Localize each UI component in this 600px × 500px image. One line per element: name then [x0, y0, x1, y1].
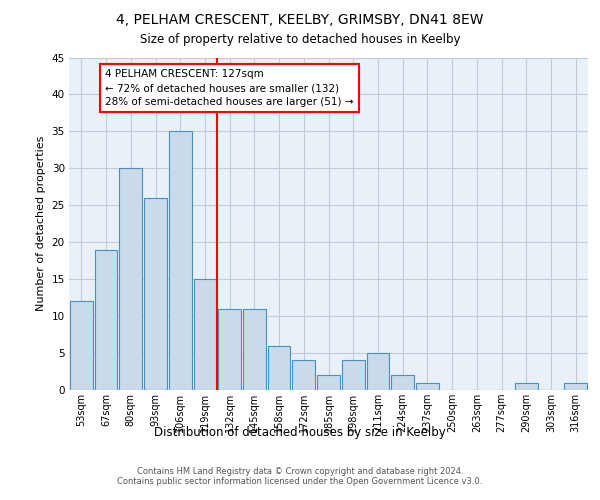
Bar — [218, 308, 241, 390]
Bar — [95, 250, 118, 390]
Bar — [194, 279, 216, 390]
Bar — [367, 353, 389, 390]
Bar — [144, 198, 167, 390]
Text: Contains public sector information licensed under the Open Government Licence v3: Contains public sector information licen… — [118, 477, 482, 486]
Bar — [342, 360, 365, 390]
Text: 4, PELHAM CRESCENT, KEELBY, GRIMSBY, DN41 8EW: 4, PELHAM CRESCENT, KEELBY, GRIMSBY, DN4… — [116, 12, 484, 26]
Bar — [292, 360, 315, 390]
Bar — [243, 308, 266, 390]
Bar — [515, 382, 538, 390]
Text: Size of property relative to detached houses in Keelby: Size of property relative to detached ho… — [140, 32, 460, 46]
Bar — [70, 302, 93, 390]
Bar — [317, 375, 340, 390]
Bar — [564, 382, 587, 390]
Bar — [268, 346, 290, 390]
Bar — [169, 132, 191, 390]
Bar — [119, 168, 142, 390]
Text: Distribution of detached houses by size in Keelby: Distribution of detached houses by size … — [154, 426, 446, 439]
Bar — [391, 375, 414, 390]
Y-axis label: Number of detached properties: Number of detached properties — [36, 136, 46, 312]
Text: Contains HM Land Registry data © Crown copyright and database right 2024.: Contains HM Land Registry data © Crown c… — [137, 467, 463, 476]
Text: 4 PELHAM CRESCENT: 127sqm
← 72% of detached houses are smaller (132)
28% of semi: 4 PELHAM CRESCENT: 127sqm ← 72% of detac… — [106, 69, 354, 107]
Bar — [416, 382, 439, 390]
